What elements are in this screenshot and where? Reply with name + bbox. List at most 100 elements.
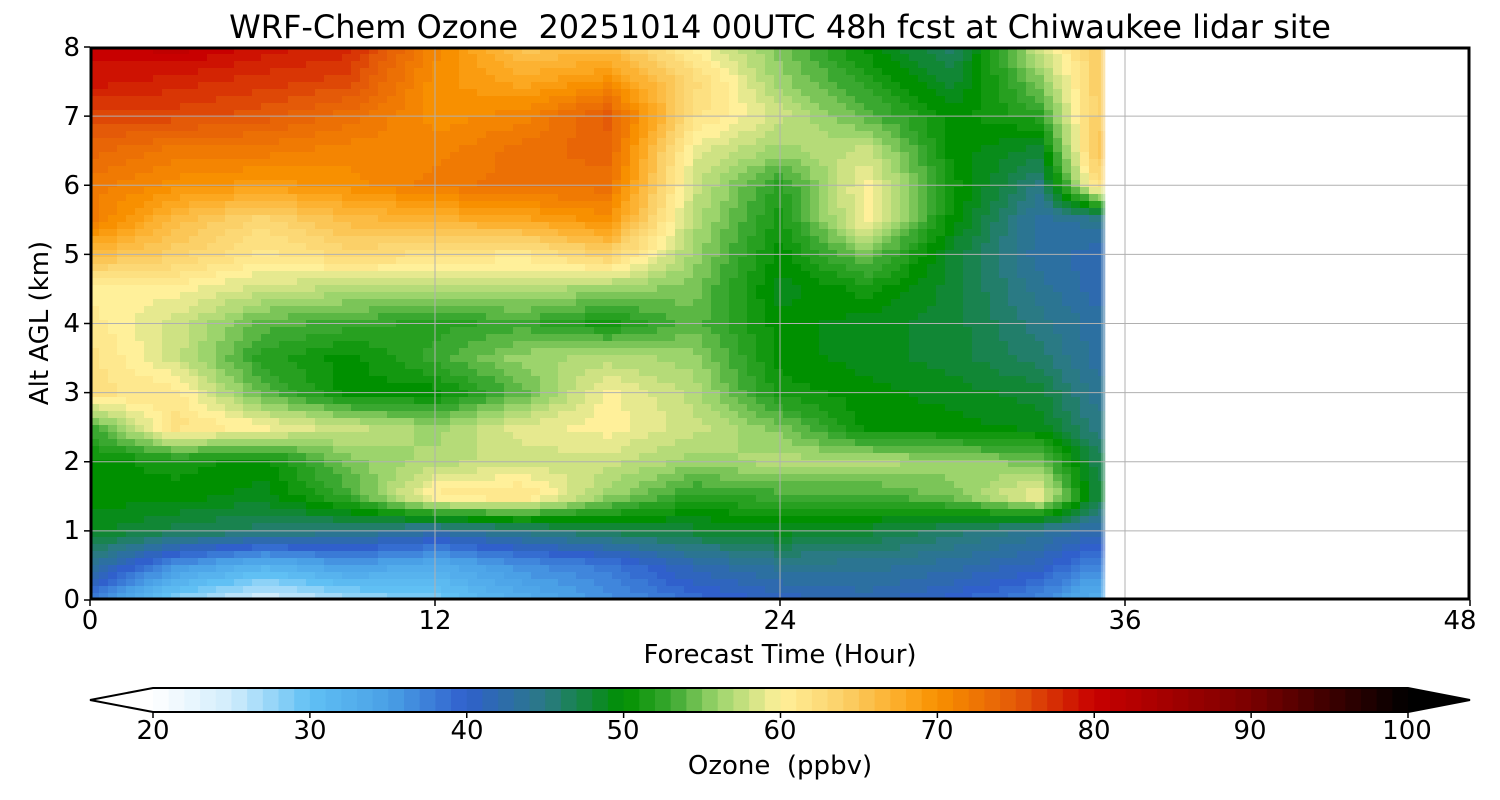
heatmap-cell: [801, 89, 811, 97]
heatmap-cell: [891, 68, 901, 76]
heatmap-cell: [828, 257, 838, 265]
heatmap-cell: [630, 54, 640, 62]
heatmap-cell: [756, 68, 766, 76]
heatmap-cell: [729, 89, 739, 97]
heatmap-cell: [909, 166, 919, 174]
heatmap-cell: [369, 103, 379, 111]
heatmap-cell: [999, 285, 1009, 293]
heatmap-cell: [729, 292, 739, 300]
heatmap-cell: [387, 271, 397, 279]
heatmap-cell: [171, 75, 181, 83]
heatmap-cell: [963, 166, 973, 174]
heatmap-cell: [756, 215, 766, 223]
heatmap-cell: [531, 271, 541, 279]
heatmap-cell: [495, 96, 505, 104]
heatmap-cell: [495, 201, 505, 209]
heatmap-cell: [630, 341, 640, 349]
heatmap-cell: [819, 334, 829, 342]
heatmap-cell: [306, 180, 316, 188]
heatmap-cell: [963, 299, 973, 307]
heatmap-cell: [549, 159, 559, 167]
heatmap-cell: [720, 117, 730, 125]
heatmap-cell: [450, 47, 460, 55]
heatmap-cell: [216, 341, 226, 349]
heatmap-cell: [756, 54, 766, 62]
heatmap-cell: [315, 229, 325, 237]
heatmap-cell: [549, 264, 559, 272]
heatmap-cell: [378, 229, 388, 237]
heatmap-cell: [504, 285, 514, 293]
heatmap-cell: [423, 82, 433, 90]
heatmap-cell: [252, 82, 262, 90]
heatmap-cell: [702, 82, 712, 90]
heatmap-cell: [270, 264, 280, 272]
heatmap-cell: [963, 334, 973, 342]
heatmap-cell: [864, 271, 874, 279]
heatmap-cell: [1008, 117, 1018, 125]
heatmap-cell: [189, 110, 199, 118]
heatmap-cell: [162, 166, 172, 174]
heatmap-cell: [621, 257, 631, 265]
heatmap-cell: [522, 271, 532, 279]
heatmap-cell: [477, 285, 487, 293]
heatmap-cell: [882, 341, 892, 349]
heatmap-cell: [648, 222, 658, 230]
heatmap-cell: [729, 103, 739, 111]
heatmap-cell: [99, 306, 109, 314]
heatmap-cell: [531, 215, 541, 223]
heatmap-cell: [135, 201, 145, 209]
heatmap-cell: [657, 180, 667, 188]
heatmap-cell: [405, 299, 415, 307]
heatmap-cell: [225, 131, 235, 139]
heatmap-cell: [864, 327, 874, 335]
heatmap-cell: [738, 187, 748, 195]
heatmap-cell: [594, 334, 604, 342]
heatmap-cell: [765, 166, 775, 174]
heatmap-cell: [675, 271, 685, 279]
heatmap-cell: [459, 180, 469, 188]
heatmap-cell: [1098, 103, 1106, 111]
heatmap-cell: [369, 152, 379, 160]
heatmap-cell: [315, 138, 325, 146]
heatmap-cell: [126, 264, 136, 272]
heatmap-cell: [837, 285, 847, 293]
heatmap-cell: [981, 103, 991, 111]
heatmap-cell: [441, 152, 451, 160]
heatmap-cell: [189, 75, 199, 83]
heatmap-cell: [882, 166, 892, 174]
heatmap-cell: [1017, 117, 1027, 125]
heatmap-cell: [684, 257, 694, 265]
heatmap-cell: [594, 138, 604, 146]
heatmap-cell: [981, 124, 991, 132]
heatmap-cell: [738, 299, 748, 307]
heatmap-cell: [774, 117, 784, 125]
heatmap-cell: [1008, 131, 1018, 139]
heatmap-cell: [495, 327, 505, 335]
heatmap-cell: [414, 47, 424, 55]
heatmap-cell: [135, 131, 145, 139]
heatmap-cell: [567, 236, 577, 244]
heatmap-cell: [261, 348, 271, 356]
heatmap-cell: [297, 327, 307, 335]
heatmap-cell: [981, 110, 991, 118]
heatmap-cell: [657, 103, 667, 111]
heatmap-cell: [585, 278, 595, 286]
heatmap-cell: [702, 334, 712, 342]
heatmap-cell: [567, 61, 577, 69]
heatmap-cell: [288, 292, 298, 300]
heatmap-cell: [999, 124, 1009, 132]
heatmap-cell: [1044, 348, 1054, 356]
heatmap-cell: [729, 110, 739, 118]
heatmap-cell: [972, 264, 982, 272]
heatmap-cell: [657, 222, 667, 230]
heatmap-cell: [360, 110, 370, 118]
heatmap-cell: [927, 117, 937, 125]
heatmap-cell: [216, 299, 226, 307]
heatmap-cell: [432, 187, 442, 195]
heatmap-cell: [261, 250, 271, 258]
heatmap-cell: [747, 68, 757, 76]
heatmap-cell: [243, 47, 253, 55]
heatmap-cell: [693, 243, 703, 251]
heatmap-cell: [126, 215, 136, 223]
heatmap-cell: [936, 327, 946, 335]
